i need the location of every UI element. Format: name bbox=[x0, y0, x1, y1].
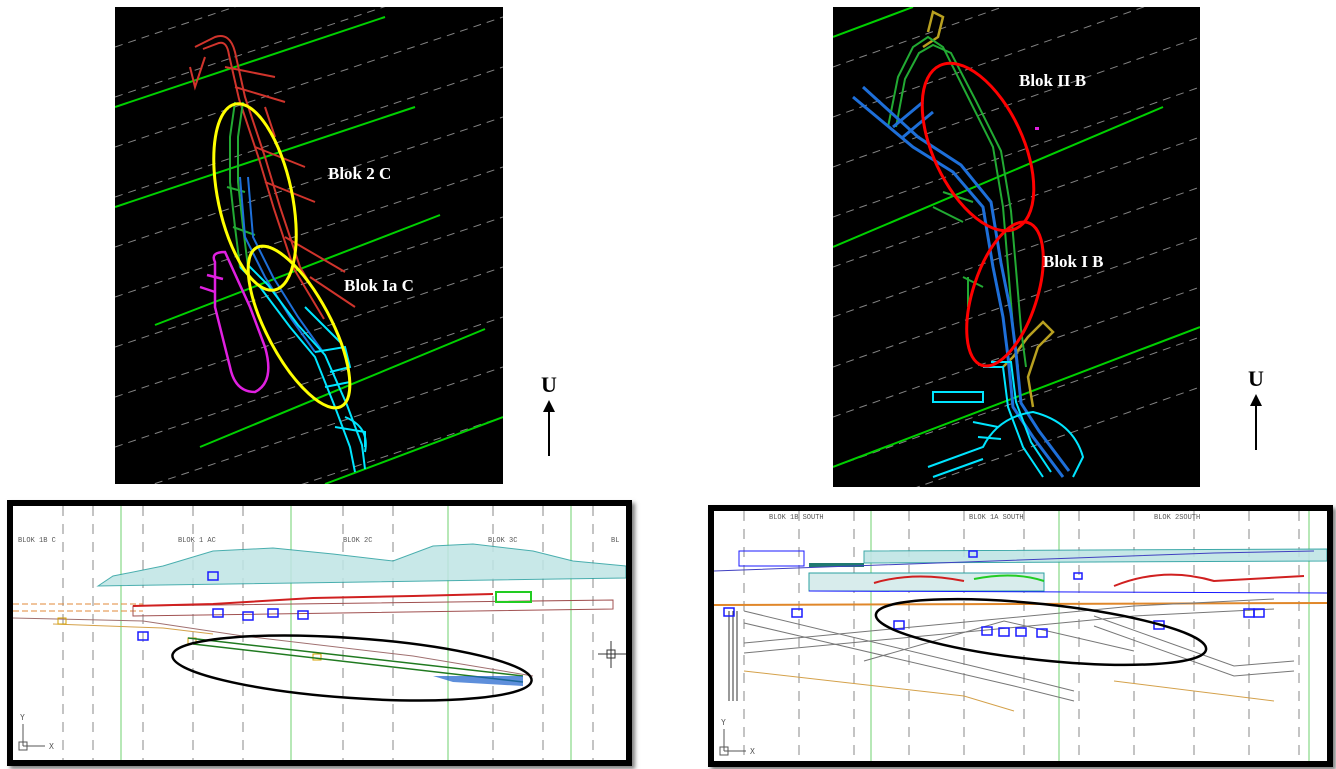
block-label: BLOK 2C bbox=[343, 537, 372, 545]
north-indicator-right: U bbox=[1241, 366, 1271, 457]
block-label: BL bbox=[611, 537, 619, 545]
right-section-drawing: BLOK 1B SOUTH BLOK 1A SOUTH BLOK 2SOUTH bbox=[714, 511, 1327, 761]
north-arrow-icon bbox=[1250, 394, 1262, 450]
left-plan-drawing bbox=[115, 7, 503, 484]
north-letter: U bbox=[541, 372, 557, 397]
block-label-upper: Blok II B bbox=[1019, 71, 1087, 90]
block-label: BLOK 2SOUTH bbox=[1154, 514, 1200, 522]
ucs-y-label: Y bbox=[20, 713, 25, 722]
north-arrow-icon bbox=[543, 400, 555, 456]
left-section-drawing: BLOK 1B C BLOK 1 AC BLOK 2C BLOK 3C BL bbox=[13, 506, 626, 760]
block-label: BLOK 1B SOUTH bbox=[769, 514, 824, 522]
block-label-lower: Blok Ia C bbox=[344, 276, 414, 295]
north-letter: U bbox=[1248, 366, 1264, 391]
block-label-lower: Blok I B bbox=[1043, 252, 1104, 271]
ucs-x-label: X bbox=[750, 747, 755, 756]
ucs-y-label: Y bbox=[721, 718, 726, 727]
right-section-view: BLOK 1B SOUTH BLOK 1A SOUTH BLOK 2SOUTH bbox=[708, 505, 1333, 767]
block-label-upper: Blok 2 C bbox=[328, 164, 392, 183]
block-label: BLOK 1A SOUTH bbox=[969, 514, 1024, 522]
block-label: BLOK 1B C bbox=[18, 537, 56, 545]
block-label: BLOK 3C bbox=[488, 537, 517, 545]
block-label: BLOK 1 AC bbox=[178, 537, 216, 545]
right-plan-drawing bbox=[833, 7, 1200, 487]
left-plan-view: Blok 2 C Blok Ia C bbox=[115, 7, 503, 484]
left-section-view: BLOK 1B C BLOK 1 AC BLOK 2C BLOK 3C BL bbox=[7, 500, 632, 766]
north-indicator-left: U bbox=[534, 372, 564, 463]
ucs-x-label: X bbox=[49, 742, 54, 751]
right-plan-view: Blok II B Blok I B bbox=[833, 7, 1200, 487]
